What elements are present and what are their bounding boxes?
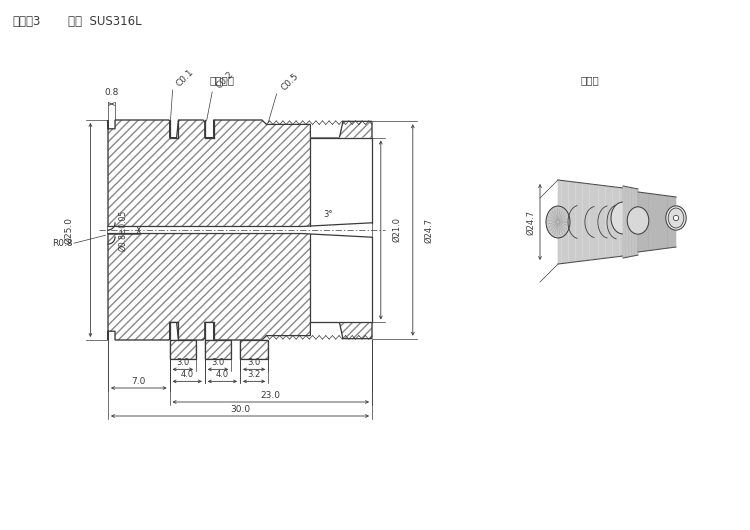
Text: 縦断面図: 縦断面図 xyxy=(210,75,235,85)
Polygon shape xyxy=(108,223,372,237)
Text: Ø25.0: Ø25.0 xyxy=(64,216,73,243)
Text: 斜視図: 斜視図 xyxy=(580,75,599,85)
Polygon shape xyxy=(205,340,231,359)
Text: Ø24.7: Ø24.7 xyxy=(526,209,535,235)
Text: 3.2: 3.2 xyxy=(248,370,261,379)
Text: 3°: 3° xyxy=(323,210,333,219)
Text: C0.1: C0.1 xyxy=(175,67,196,88)
Ellipse shape xyxy=(546,206,570,238)
Ellipse shape xyxy=(674,215,679,220)
Text: Ø21.0: Ø21.0 xyxy=(392,217,401,243)
Text: 7.0: 7.0 xyxy=(131,376,146,385)
Text: 4.0: 4.0 xyxy=(181,370,194,379)
Text: C0.2: C0.2 xyxy=(214,69,235,90)
Polygon shape xyxy=(170,340,196,359)
Polygon shape xyxy=(558,180,623,264)
Polygon shape xyxy=(310,138,372,322)
Text: 30.0: 30.0 xyxy=(230,404,250,413)
Text: 3.0: 3.0 xyxy=(176,358,190,367)
Ellipse shape xyxy=(666,206,686,230)
Ellipse shape xyxy=(668,208,684,228)
Ellipse shape xyxy=(627,207,649,234)
Polygon shape xyxy=(638,192,676,252)
Text: 4.0: 4.0 xyxy=(216,370,229,379)
Text: 23.0: 23.0 xyxy=(261,391,280,400)
Text: 3.0: 3.0 xyxy=(248,358,261,367)
Polygon shape xyxy=(108,120,372,340)
Text: R0.8: R0.8 xyxy=(53,238,73,248)
Text: C0.5: C0.5 xyxy=(280,71,301,92)
Text: 材質  SUS316L: 材質 SUS316L xyxy=(68,15,142,28)
Ellipse shape xyxy=(611,202,635,234)
Polygon shape xyxy=(240,340,268,359)
Text: 3.0: 3.0 xyxy=(211,358,225,367)
Text: 製品例3: 製品例3 xyxy=(12,15,40,28)
Text: Ø0.8±0.05: Ø0.8±0.05 xyxy=(118,209,128,251)
Text: 0.8: 0.8 xyxy=(104,88,118,97)
Polygon shape xyxy=(623,186,638,258)
Text: Ø24.7: Ø24.7 xyxy=(424,217,433,243)
